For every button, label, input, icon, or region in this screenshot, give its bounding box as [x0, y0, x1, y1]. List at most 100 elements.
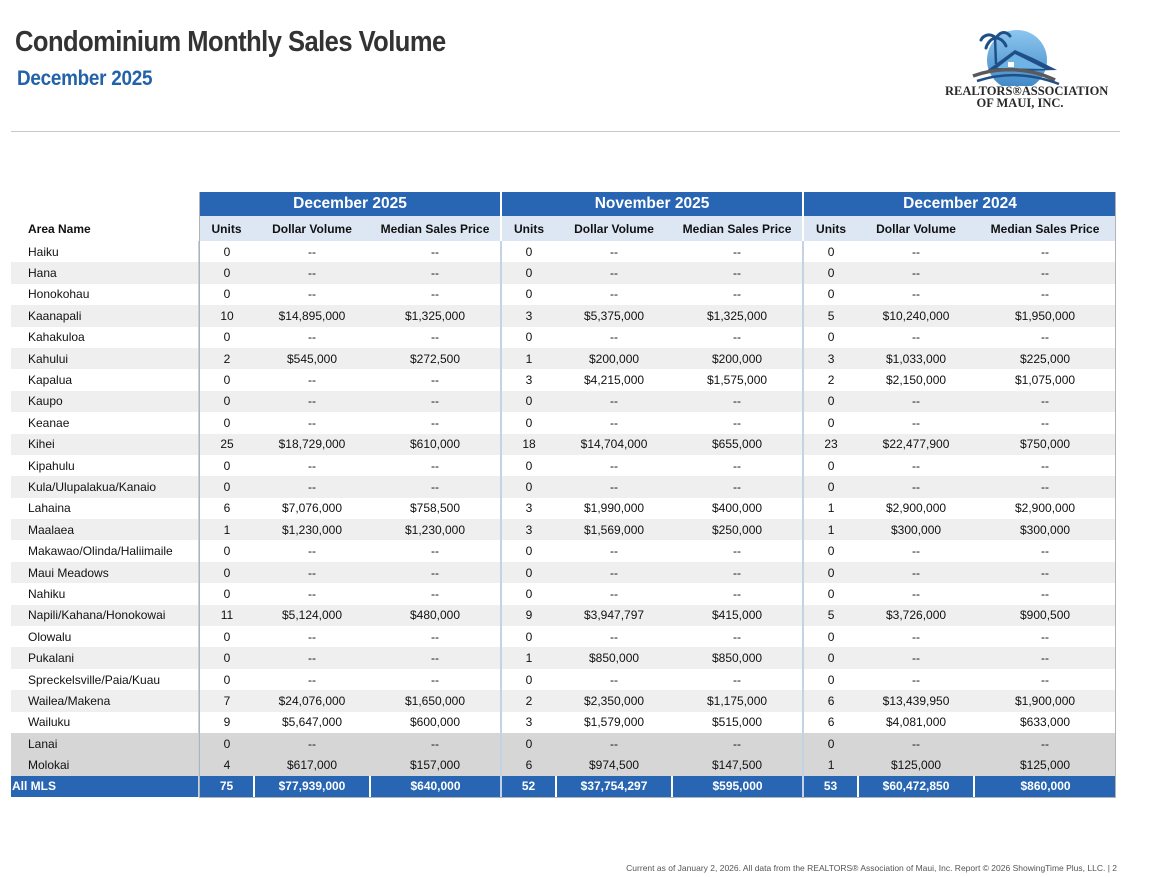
dollar-volume-cell: $850,000 [556, 647, 673, 669]
median-price-cell: $1,950,000 [974, 305, 1117, 327]
area-name-cell: Spreckelsville/Paia/Kuau [11, 668, 199, 691]
median-price-cell: -- [370, 647, 502, 669]
median-price-cell: $200,000 [672, 347, 804, 370]
units-cell: 0 [802, 668, 859, 691]
table-body: Haiku 0 -- -- 0 -- -- 0 -- -- Hana 0 -- -- 0 -- -- 0 -- -- H… [11, 241, 1117, 798]
dollar-volume-cell: $545,000 [254, 347, 370, 370]
median-price-cell: $900,500 [974, 604, 1117, 627]
association-logo: REALTORS®ASSOCIATION OF MAUI, INC. [945, 24, 1109, 114]
units-cell: 0 [500, 262, 557, 284]
table-row: Kihei 25 $18,729,000 $610,000 18 $14,704,000 $… [11, 433, 1117, 455]
logo-emblem-icon [972, 30, 1060, 90]
area-name-cell: Kihei [11, 433, 199, 455]
dollar-volume-cell: -- [556, 561, 673, 584]
area-name-cell: Makawao/Olinda/Haliimaile [11, 540, 199, 562]
median-price-cell: -- [974, 668, 1117, 691]
median-price-cell: $610,000 [370, 433, 502, 455]
dollar-volume-cell: -- [254, 583, 370, 605]
column-header-row: Area Name Units Dollar Volume Median Sal… [11, 216, 1117, 241]
dollar-volume-cell: $4,215,000 [556, 369, 673, 391]
dollar-volume-cell: -- [858, 241, 975, 263]
table-row: Kahakuloa 0 -- -- 0 -- -- 0 -- -- [11, 326, 1117, 348]
area-name-cell: Wailea/Makena [11, 690, 199, 712]
median-price-cell: $147,500 [672, 754, 804, 776]
area-name-cell: Keanae [11, 412, 199, 434]
dollar-volume-cell: $2,150,000 [858, 369, 975, 391]
units-cell: 3 [500, 519, 557, 541]
area-name-cell: All MLS [11, 775, 199, 798]
area-name-cell: Molokai [11, 754, 199, 776]
median-price-cell: $157,000 [370, 754, 502, 776]
dollar-volume-cell: -- [254, 540, 370, 562]
dollar-volume-cell: $37,754,297 [555, 775, 673, 798]
dollar-volume-cell: -- [858, 561, 975, 584]
table-row: Kaupo 0 -- -- 0 -- -- 0 -- -- [11, 390, 1117, 413]
units-cell: 7 [198, 690, 254, 712]
median-price-cell: -- [370, 454, 502, 477]
median-price-cell: -- [974, 647, 1117, 669]
median-price-cell: -- [672, 326, 804, 348]
period-header: December 2024 [802, 192, 1117, 216]
dollar-volume-cell: -- [254, 241, 370, 263]
dollar-volume-cell: $4,081,000 [858, 711, 975, 733]
period-header-row: December 2025 November 2025 December 202… [11, 192, 1117, 216]
median-price-cell: $1,900,000 [974, 690, 1117, 712]
dollar-volume-cell: -- [858, 540, 975, 562]
table-row: Wailea/Makena 7 $24,076,000 $1,650,000 2 $2,3… [11, 690, 1117, 712]
dollar-volume-cell: -- [556, 262, 673, 284]
units-cell: 2 [198, 347, 254, 370]
units-cell: 0 [500, 476, 557, 498]
units-cell: 9 [500, 604, 557, 627]
logo-text-line2: OF MAUI, INC. [976, 96, 1064, 110]
area-name-cell: Kaupo [11, 390, 199, 413]
units-cell: 0 [198, 626, 254, 648]
units-cell: 1 [802, 754, 859, 776]
dollar-volume-cell: -- [556, 454, 673, 477]
units-cell: 0 [802, 454, 859, 477]
median-price-cell: -- [672, 668, 804, 691]
dollar-volume-cell: -- [858, 626, 975, 648]
dollar-volume-header: Dollar Volume [858, 216, 975, 241]
area-name-cell: Kahului [11, 347, 199, 370]
logo-text-line1: REALTORS®ASSOCIATION [945, 84, 1109, 98]
units-cell: 0 [198, 732, 254, 755]
area-name-header: Area Name [11, 216, 199, 241]
dollar-volume-header: Dollar Volume [556, 216, 673, 241]
units-cell: 2 [802, 369, 859, 391]
area-name-cell: Kapalua [11, 369, 199, 391]
units-cell: 0 [198, 241, 254, 263]
table-row: Kapalua 0 -- -- 3 $4,215,000 $1,575,000 2 $2,150… [11, 369, 1117, 391]
median-price-cell: -- [974, 454, 1117, 477]
median-price-cell: $480,000 [370, 604, 502, 627]
dollar-volume-cell: -- [254, 561, 370, 584]
table-row: Kula/Ulupalakua/Kanaio 0 -- -- 0 -- -- 0 -- -- [11, 476, 1117, 498]
units-cell: 6 [802, 711, 859, 733]
table-row: Olowalu 0 -- -- 0 -- -- 0 -- -- [11, 626, 1117, 648]
median-price-cell: -- [974, 262, 1117, 284]
median-price-cell: -- [370, 476, 502, 498]
units-cell: 0 [802, 390, 859, 413]
dollar-volume-cell: -- [556, 668, 673, 691]
period-header: December 2025 [197, 192, 502, 216]
median-price-cell: -- [974, 540, 1117, 562]
units-cell: 0 [802, 412, 859, 434]
units-cell: 0 [802, 540, 859, 562]
dollar-volume-cell: $22,477,900 [858, 433, 975, 455]
dollar-volume-cell: $200,000 [556, 347, 673, 370]
units-cell: 10 [198, 305, 254, 327]
units-cell: 0 [500, 283, 557, 306]
units-cell: 0 [198, 262, 254, 284]
total-label: All MLS [12, 779, 56, 794]
units-cell: 2 [500, 690, 557, 712]
units-cell: 11 [198, 604, 254, 627]
area-name-cell: Maalaea [11, 519, 199, 541]
dollar-volume-cell: -- [254, 647, 370, 669]
dollar-volume-cell: -- [556, 390, 673, 413]
dollar-volume-cell: $1,990,000 [556, 497, 673, 520]
dollar-volume-cell: -- [858, 390, 975, 413]
units-cell: 23 [802, 433, 859, 455]
median-price-cell: -- [672, 476, 804, 498]
units-cell: 75 [198, 775, 254, 798]
units-cell: 0 [198, 583, 254, 605]
area-name-cell: Wailuku [11, 711, 199, 733]
